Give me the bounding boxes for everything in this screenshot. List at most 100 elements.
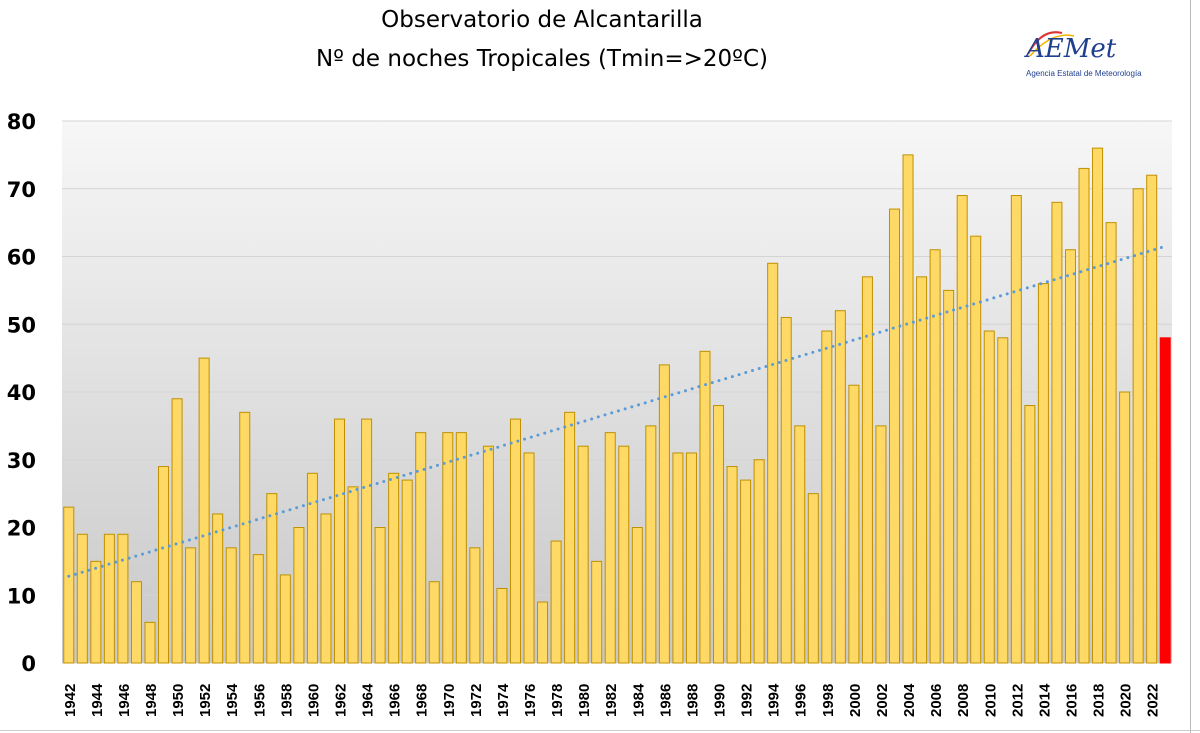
x-tick-label: 1954 — [224, 683, 241, 717]
bar-1949 — [158, 466, 170, 664]
aemet-logo: AEMet Agencia Estatal de Meteorología — [1024, 31, 1142, 78]
x-tick-label: 2004 — [901, 683, 918, 717]
bar-2003 — [888, 208, 901, 664]
x-tick-label: 1960 — [305, 684, 322, 717]
bar-1942 — [63, 506, 75, 664]
x-tick-label: 1994 — [766, 683, 783, 717]
y-tick-label: 40 — [7, 381, 36, 405]
bar-1975 — [509, 418, 521, 664]
x-tick-label: 1990 — [712, 684, 729, 717]
bar-1964 — [361, 418, 373, 664]
logo-text: AEMet — [1024, 34, 1117, 64]
bar-1998 — [821, 330, 833, 664]
x-tick-label: 1980 — [576, 684, 593, 717]
x-tick-label: 2022 — [1145, 684, 1162, 717]
x-tick-label: 1950 — [170, 684, 187, 717]
bar-1995 — [780, 316, 792, 664]
x-tick-label: 1944 — [89, 683, 106, 717]
bar-1993 — [753, 459, 765, 664]
bar-2008 — [956, 195, 968, 664]
x-tick-label: 2006 — [928, 684, 945, 717]
x-tick-label: 1996 — [793, 684, 810, 717]
bar-1968 — [415, 432, 427, 664]
bar-1986 — [658, 364, 670, 664]
x-tick-label: 1952 — [197, 684, 214, 717]
bar-1969 — [428, 581, 440, 664]
y-tick-label: 60 — [7, 246, 36, 270]
x-tick-label: 1978 — [549, 684, 566, 717]
bar-1966 — [388, 472, 400, 664]
y-tick-label: 0 — [21, 652, 36, 676]
x-tick-label: 2000 — [847, 684, 864, 717]
bar-2004 — [902, 154, 914, 664]
bar-1944 — [90, 560, 102, 664]
x-tick-label: 1986 — [657, 684, 674, 717]
bar-2000 — [848, 384, 860, 664]
x-tick-label: 1962 — [333, 684, 350, 717]
x-tick-label: 2018 — [1091, 684, 1108, 717]
bar-2015 — [1051, 201, 1063, 664]
bar-1990 — [713, 405, 725, 664]
x-tick-label: 1982 — [603, 684, 620, 717]
bar-2017 — [1078, 167, 1090, 664]
x-tick-label: 1966 — [387, 684, 404, 717]
bar-2019 — [1105, 222, 1117, 664]
bar-1997 — [807, 493, 819, 664]
x-tick-label: 1968 — [414, 684, 431, 717]
bar-2020 — [1119, 391, 1131, 664]
bar-1945 — [103, 533, 115, 664]
bar-2009 — [970, 235, 982, 664]
bar-1973 — [482, 445, 494, 664]
bar-1954 — [225, 547, 237, 664]
bar-2002 — [875, 425, 887, 664]
bar-1972 — [469, 547, 481, 664]
chart-title: Observatorio de Alcantarilla — [381, 7, 703, 33]
x-tick-label: 1956 — [251, 684, 268, 717]
bar-2012 — [1010, 195, 1022, 664]
bar-1956 — [252, 554, 264, 664]
bar-1953 — [212, 513, 224, 664]
bar-2011 — [997, 337, 1009, 664]
x-tick-label: 1942 — [62, 684, 79, 717]
x-tick-label: 2002 — [874, 684, 891, 717]
x-tick-label: 2010 — [982, 684, 999, 717]
bar-2005 — [916, 276, 928, 664]
bar-1959 — [293, 527, 305, 664]
x-tick-label: 1964 — [360, 683, 377, 717]
bar-2010 — [983, 330, 995, 664]
y-tick-label: 10 — [7, 584, 36, 608]
x-tick-label: 1974 — [495, 683, 512, 717]
x-tick-label: 1958 — [278, 684, 295, 717]
bar-1967 — [401, 479, 413, 664]
bar-1994 — [767, 262, 779, 664]
bar-2014 — [1037, 283, 1049, 664]
x-tick-label: 2016 — [1063, 684, 1080, 717]
chart-subtitle: Nº de noches Tropicales (Tmin=>20ºC) — [315, 46, 769, 72]
bar-1981 — [591, 560, 603, 664]
frame-line — [0, 730, 1200, 731]
bar-1947 — [130, 581, 142, 664]
x-tick-label: 2014 — [1036, 683, 1053, 717]
bar-1974 — [496, 587, 508, 664]
x-tick-label: 2020 — [1118, 684, 1135, 717]
bar-1946 — [117, 533, 129, 664]
logo-subtext: Agencia Estatal de Meteorología — [1026, 69, 1142, 78]
bar-1943 — [76, 533, 88, 664]
bar-1992 — [740, 479, 752, 664]
bar-1988 — [685, 452, 697, 664]
bar-1978 — [550, 540, 562, 664]
x-tick-label: 1970 — [441, 684, 458, 717]
bar-2006 — [929, 249, 941, 664]
bar-1989 — [699, 350, 711, 664]
bar-1957 — [266, 493, 278, 664]
x-tick-label: 1988 — [684, 684, 701, 717]
x-tick-label: 1984 — [630, 683, 647, 717]
bar-2021 — [1132, 188, 1144, 664]
bar-1971 — [455, 432, 467, 664]
bar-1980 — [577, 445, 589, 664]
bar-1996 — [794, 425, 806, 664]
x-tick-label: 1972 — [468, 684, 485, 717]
logo-arc-icon — [1027, 31, 1063, 55]
x-tick-label: 1948 — [143, 684, 160, 717]
